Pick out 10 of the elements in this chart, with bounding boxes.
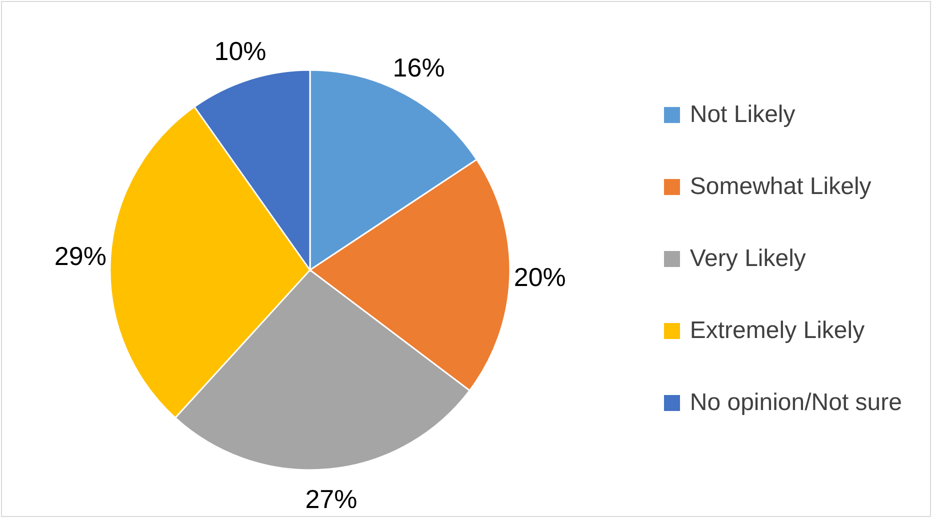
legend-label: Very Likely bbox=[690, 245, 806, 273]
legend-label: Extremely Likely bbox=[690, 317, 865, 345]
data-label: 20% bbox=[514, 262, 566, 292]
data-label: 16% bbox=[392, 52, 445, 82]
legend-label: No opinion/Not sure bbox=[690, 389, 902, 417]
legend-label: Somewhat Likely bbox=[690, 173, 872, 201]
legend-label: Not Likely bbox=[690, 101, 796, 129]
data-label: 29% bbox=[54, 240, 106, 271]
data-label: 10% bbox=[214, 36, 266, 66]
data-label: 27% bbox=[305, 484, 358, 514]
